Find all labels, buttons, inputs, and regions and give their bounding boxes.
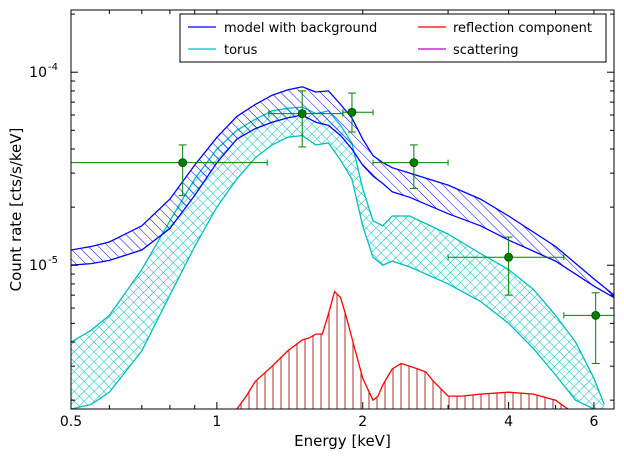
x-tick-label: 1	[212, 414, 221, 430]
data-marker	[409, 158, 419, 168]
x-tick-label: 2	[358, 414, 367, 430]
legend-label-torus: torus	[224, 43, 258, 58]
legend-label-model: model with background	[224, 21, 377, 36]
legend: model with background reflection compone…	[179, 13, 607, 63]
data-points	[71, 90, 614, 364]
x-axis-label: Energy [keV]	[294, 432, 391, 450]
y-tick-exponent: -5	[48, 255, 58, 266]
data-point-5	[563, 292, 614, 364]
y-tick-label: 10	[29, 65, 47, 81]
data-marker	[591, 310, 601, 320]
legend-frame	[179, 13, 607, 63]
data-marker	[347, 107, 357, 117]
legend-label-reflection: reflection component	[453, 21, 592, 36]
model-lower-line	[71, 114, 614, 299]
data-marker	[297, 109, 307, 119]
data-point-4	[447, 236, 565, 296]
x-tick-label: 6	[589, 414, 598, 430]
model-upper-line	[71, 86, 614, 296]
y-axis-label: Count rate [cts/s/keV]	[7, 128, 25, 292]
data-point-3	[372, 144, 449, 189]
data-marker	[178, 158, 188, 168]
y-tick-label: 10	[29, 258, 47, 274]
data-point-1	[268, 90, 344, 148]
x-tick-label: 4	[504, 414, 513, 430]
model-band-fill	[71, 86, 614, 298]
data-point-0	[71, 144, 268, 196]
model-bands	[71, 86, 614, 409]
data-marker	[504, 252, 514, 262]
reflection-upper-line	[236, 290, 569, 409]
torus-lower-line	[71, 134, 605, 409]
y-tick-exponent: -4	[48, 62, 58, 73]
legend-label-scattering: scattering	[453, 43, 519, 58]
axis-ticks: 0.5 1 2 4 610-510-4	[29, 10, 614, 430]
data-point-2	[342, 92, 374, 133]
reflection-band-fill	[236, 291, 568, 409]
torus-band-fill	[71, 107, 605, 409]
plot-frame	[70, 9, 615, 410]
x-tick-label: 0.5	[60, 414, 82, 430]
